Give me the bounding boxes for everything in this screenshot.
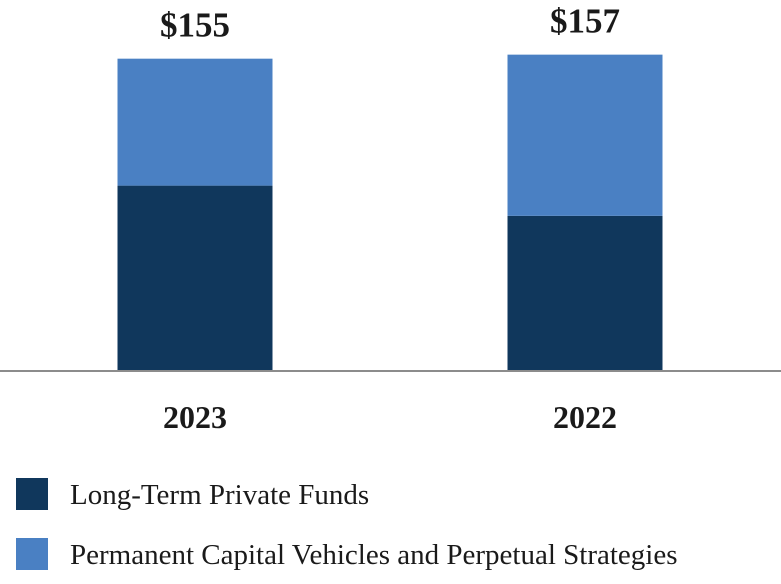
bar-segment-2023-series-1 [117,58,273,186]
x-tick-label-2022: 2022 [553,399,617,435]
bars-layer [117,54,663,371]
labels-layer: $155 2023 $157 2022 [160,2,620,435]
legend: Long-Term Private Funds Permanent Capital… [16,478,678,571]
legend-swatch-series-0 [16,478,48,510]
legend-swatch-series-1 [16,538,48,570]
bar-segment-2022-series-1 [507,54,663,216]
x-tick-label-2023: 2023 [163,399,227,435]
total-label-2022: $157 [550,2,620,41]
bar-segment-2022-series-0 [507,215,663,371]
legend-label-series-1: Permanent Capital Vehicles and Perpetual… [70,539,678,571]
legend-label-series-0: Long-Term Private Funds [70,479,369,511]
bar-segment-2023-series-0 [117,185,273,371]
total-label-2023: $155 [160,6,230,45]
